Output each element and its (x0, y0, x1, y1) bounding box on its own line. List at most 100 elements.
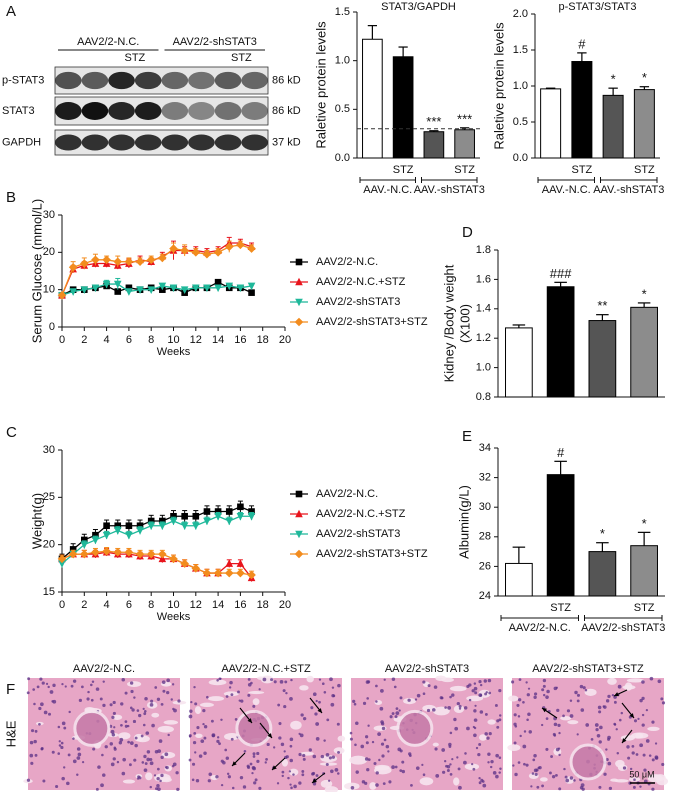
nucleus (215, 775, 219, 779)
significance-label: *** (426, 114, 441, 129)
nucleus (526, 693, 530, 697)
nucleus (645, 739, 650, 743)
nucleus (153, 774, 157, 777)
nucleus (318, 678, 322, 681)
nucleus (545, 747, 549, 751)
nucleus (540, 723, 544, 727)
nucleus (70, 684, 74, 688)
data-point (236, 240, 245, 250)
nucleus (569, 714, 574, 718)
nucleus (78, 698, 82, 703)
data-point (147, 286, 155, 294)
nucleus (134, 743, 138, 748)
x-tick-label: 12 (190, 334, 202, 346)
data-point (102, 255, 111, 265)
bar (588, 551, 617, 597)
nucleus (482, 783, 487, 788)
nucleus (523, 762, 526, 766)
panel-letter: C (6, 424, 17, 441)
nucleus (565, 778, 570, 783)
data-point (169, 554, 178, 564)
nucleus (43, 710, 48, 715)
nucleus (149, 761, 154, 766)
nucleus (448, 742, 452, 747)
nucleus (598, 710, 602, 714)
panel-letter: D (462, 224, 473, 241)
nucleus (499, 714, 502, 717)
nucleus (468, 698, 472, 702)
nucleus (385, 744, 390, 749)
nucleus (188, 714, 193, 719)
group-label: AAV2/2-shSTAT3 (581, 622, 665, 634)
nucleus (388, 780, 392, 784)
nucleus (394, 715, 398, 719)
bar (633, 89, 655, 159)
legend-marker (294, 317, 304, 327)
nucleus (525, 763, 529, 767)
nucleus (100, 783, 104, 788)
nucleus (216, 736, 220, 739)
nucleus (498, 756, 502, 759)
nucleus (247, 693, 251, 697)
nucleus (113, 726, 116, 729)
data-point (213, 568, 223, 578)
legend-marker (295, 258, 303, 266)
nucleus (160, 755, 164, 760)
nucleus (457, 767, 461, 771)
tubule-lumen (151, 712, 160, 718)
significance-label: # (557, 445, 565, 460)
nucleus (453, 717, 457, 722)
nucleus (657, 679, 662, 684)
bar (423, 131, 445, 159)
nucleus (472, 725, 475, 729)
nucleus (129, 706, 133, 710)
nucleus (595, 727, 599, 732)
data-point (248, 508, 255, 515)
blot-band (161, 134, 189, 151)
nucleus (252, 755, 256, 758)
y-tick-label: 2.0 (513, 8, 528, 20)
y-tick-label: 1.6 (476, 273, 491, 285)
nucleus (30, 761, 34, 765)
nucleus (496, 719, 500, 723)
nucleus (463, 706, 468, 710)
nucleus (557, 723, 561, 727)
nucleus (157, 749, 162, 753)
nucleus (661, 701, 666, 705)
nucleus (449, 772, 453, 776)
nucleus (448, 745, 452, 748)
nucleus (643, 768, 647, 772)
nucleus (136, 709, 140, 712)
nucleus (494, 703, 498, 707)
nucleus (534, 772, 538, 777)
data-point (158, 282, 167, 291)
nucleus (484, 712, 488, 716)
nucleus (579, 785, 584, 790)
nucleus (33, 702, 36, 706)
nucleus (483, 679, 487, 683)
y-tick-label: 1.8 (476, 244, 491, 256)
nucleus (619, 718, 622, 722)
nucleus (112, 711, 116, 716)
nucleus (90, 698, 94, 702)
nucleus (541, 784, 544, 788)
tubule-lumen (195, 733, 203, 738)
nucleus (301, 773, 305, 777)
nucleus (230, 693, 234, 697)
nucleus (124, 720, 128, 723)
nucleus (55, 784, 59, 789)
data-point (147, 517, 155, 525)
arrow-head (247, 718, 252, 723)
x-tick-label: 0 (59, 599, 65, 611)
tubule-lumen (369, 782, 377, 790)
nucleus (146, 750, 151, 754)
nucleus (660, 697, 664, 701)
nucleus (598, 740, 602, 744)
nucleus (523, 730, 527, 733)
tubule-lumen (320, 779, 333, 788)
data-point (102, 531, 111, 540)
nucleus (362, 701, 367, 705)
blot-band (241, 71, 268, 90)
nucleus (222, 760, 226, 765)
